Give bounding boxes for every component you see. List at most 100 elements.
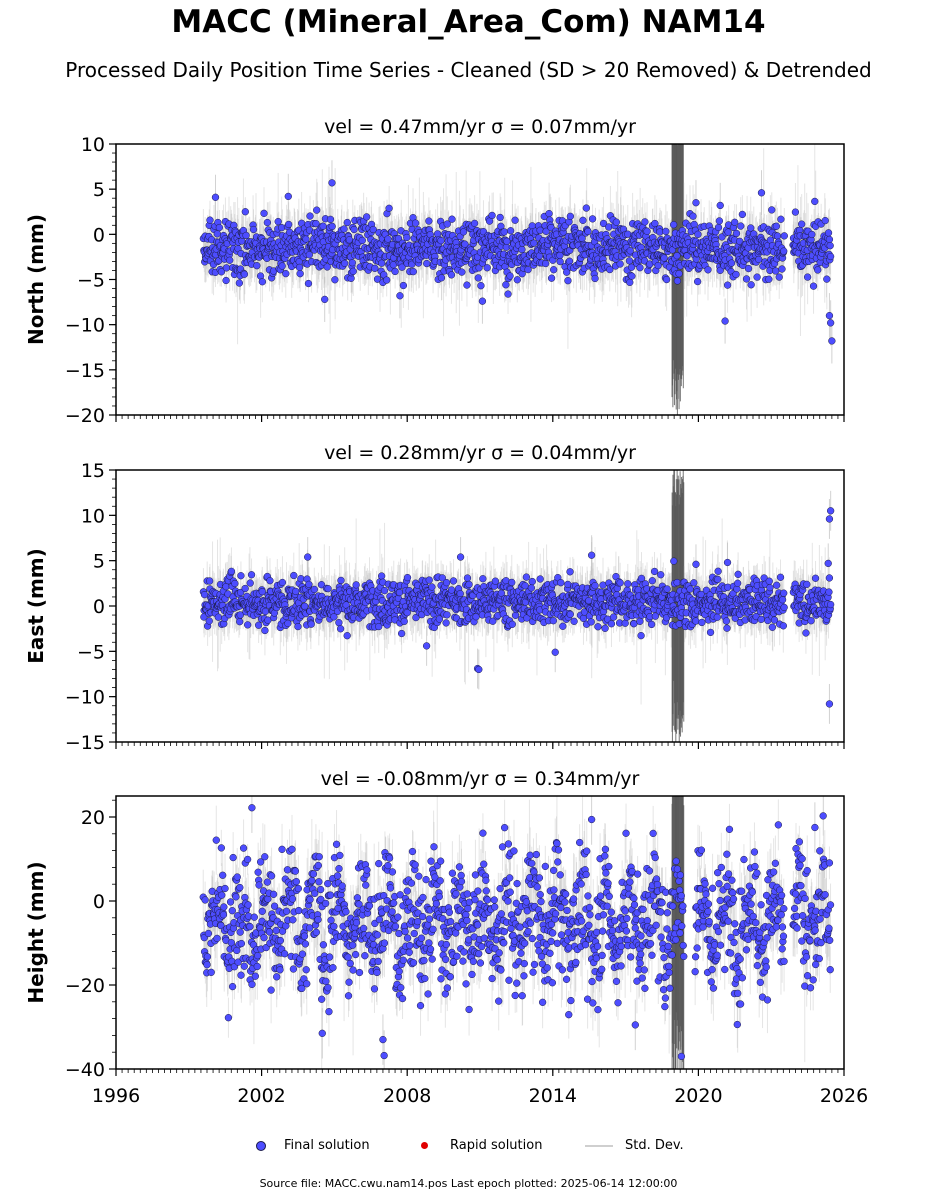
data-point [747,281,755,289]
data-point [317,581,326,589]
data-point [206,216,214,224]
data-point [591,274,599,283]
data-point [545,209,553,218]
data-point [803,273,812,281]
data-point [511,216,519,224]
data-point [808,230,816,239]
data-point [738,210,747,219]
data-point [737,222,745,230]
data-point [290,571,298,580]
data-point [727,259,736,267]
data-point [260,209,268,217]
data-point [328,222,336,231]
y-tick-label: −10 [65,315,105,337]
data-point [606,265,614,274]
data-point [777,215,785,223]
data-point [689,212,697,220]
data-point [772,267,780,275]
data-point [350,225,358,234]
data-point [654,261,662,270]
chart-title: MACC (Mineral_Area_Com) NAM14 [171,4,766,40]
data-point [474,274,482,282]
data-point [305,580,313,589]
data-point [612,218,621,226]
panel-title: vel = 0.47mm/yr σ = 0.07mm/yr [324,116,636,138]
outlier-point [692,199,700,207]
data-point [235,279,244,287]
outlier-point [827,319,835,327]
y-tick-label: −15 [65,360,105,382]
data-point [744,264,753,273]
data-point [809,282,818,290]
data-point [506,227,515,235]
data-point [371,264,379,272]
data-point [284,619,292,628]
data-point [483,264,491,272]
data-point [458,268,466,276]
data-point [755,255,763,264]
data-point [278,262,286,270]
data-point [258,278,267,286]
data-point [541,259,550,268]
data-point [715,217,724,225]
y-axis-label: North (mm) [24,214,48,345]
data-point [319,222,327,230]
data-point [213,230,221,238]
data-point [673,277,682,285]
y-tick-label: −5 [77,270,105,292]
data-point [605,223,613,231]
outlier-point [825,311,834,320]
data-point [348,259,356,267]
data-point [326,215,335,224]
data-point [261,626,269,635]
data-point [673,252,681,260]
data-point [714,223,723,232]
data-point [584,227,592,236]
data-point [391,267,399,276]
data-point [296,270,304,278]
data-point [461,240,469,248]
outlier-point [284,192,292,201]
data-point [244,621,252,629]
outlier-point [211,193,220,201]
data-point [530,239,538,247]
data-point [448,215,456,223]
data-point [369,225,377,234]
data-point [205,617,213,625]
data-point [768,206,776,214]
data-point [236,588,245,597]
data-point [814,266,822,274]
data-point [403,233,411,242]
data-point [616,260,624,268]
data-point [563,268,571,276]
data-point [826,242,834,250]
outlier-point [478,297,487,305]
data-point [399,281,408,290]
plot-area-1 [199,144,836,415]
data-point [753,273,761,281]
data-point [524,265,532,274]
data-point [263,218,272,227]
data-point [773,232,782,240]
data-point [732,229,741,238]
data-point [437,274,446,282]
data-point [258,587,266,596]
data-point [660,254,668,262]
data-point [502,281,510,289]
outlier-point [321,295,329,304]
data-point [693,277,702,286]
data-point [384,235,392,243]
data-point [378,259,386,267]
final-solution-points [199,179,836,345]
data-point [724,228,732,236]
panel-1: −20 −15 −10 −5 0 5 10 vel = 0.47mm/yr σ = 0.07m… [24,116,845,427]
data-point [253,262,261,270]
data-point [780,232,788,240]
y-tick-label: 10 [81,134,105,156]
data-point [780,247,788,255]
data-point [411,219,420,227]
data-point [304,279,313,288]
data-point [292,587,300,596]
